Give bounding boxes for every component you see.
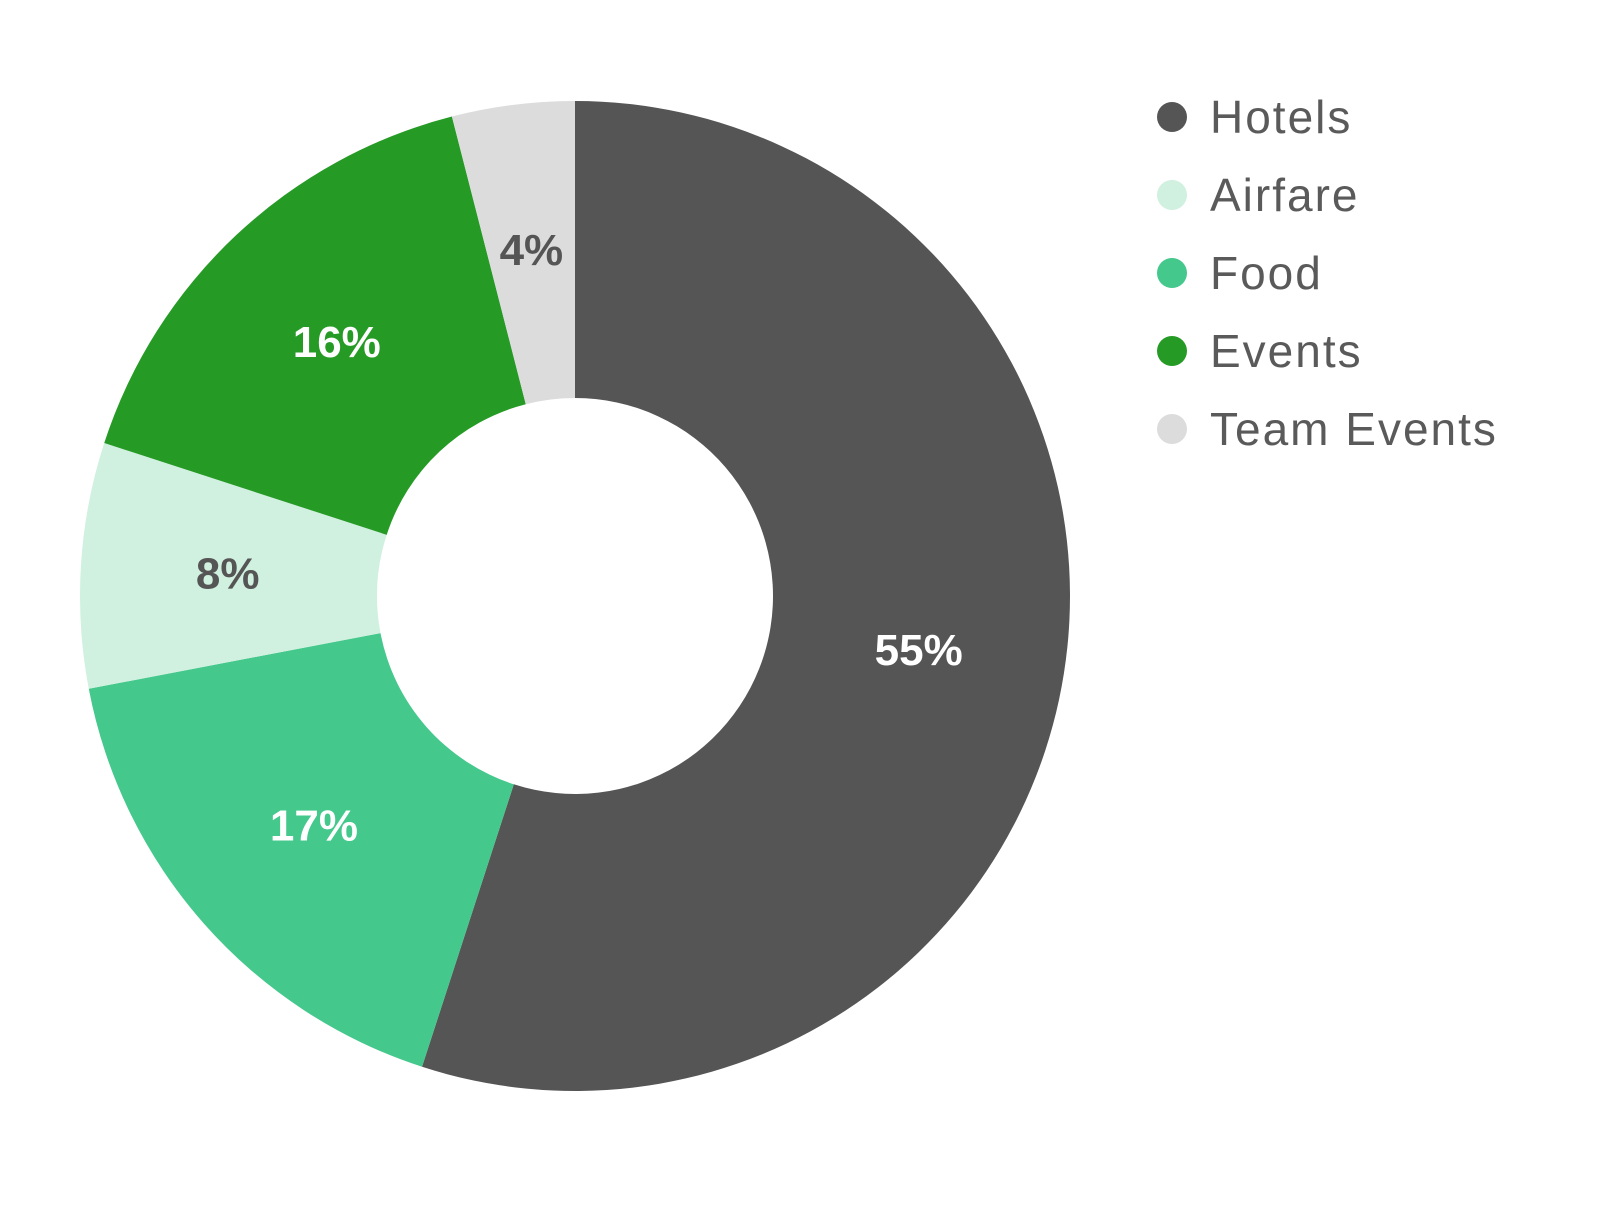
legend-label-food: Food [1210,247,1323,299]
slice-airfare [79,443,387,689]
legend-item-airfare: Airfare [1157,169,1359,221]
chart-legend: Hotels Airfare Food Events Team Events [1157,91,1498,455]
legend-item-food: Food [1157,247,1323,299]
slice-label-airfare: 8% [196,550,260,599]
legend-swatch-food [1157,258,1187,288]
slice-label-team-events: 4% [500,226,564,275]
legend-swatch-team-events [1157,414,1187,444]
slice-label-food: 17% [270,802,358,851]
legend-item-team-events: Team Events [1157,403,1498,455]
legend-label-team-events: Team Events [1210,403,1498,455]
legend-swatch-airfare [1157,180,1187,210]
slice-label-hotels: 55% [875,626,963,675]
slice-events [104,116,526,535]
donut-slice-labels: 55% 17% 8% 16% 4% [196,226,963,850]
legend-label-airfare: Airfare [1210,169,1359,221]
legend-swatch-hotels [1157,102,1187,132]
slice-hotels [422,101,1070,1091]
slice-label-events: 16% [293,318,381,367]
legend-swatch-events [1157,336,1187,366]
legend-item-events: Events [1157,325,1363,377]
slice-team-events [451,101,575,405]
legend-item-hotels: Hotels [1157,91,1352,143]
donut-slices [79,101,1070,1091]
slice-food [88,633,514,1067]
legend-label-events: Events [1210,325,1363,377]
legend-label-hotels: Hotels [1210,91,1352,143]
